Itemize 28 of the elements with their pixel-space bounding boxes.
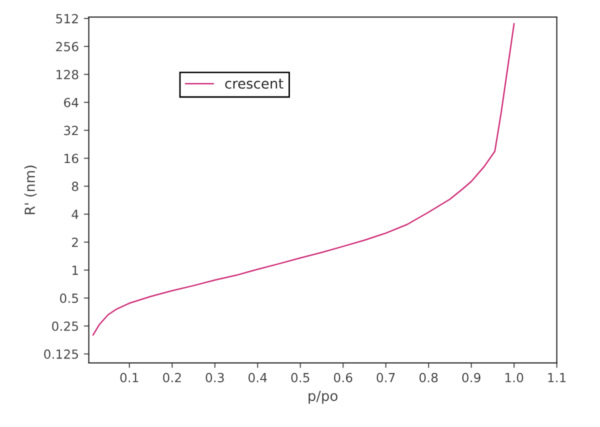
y-tick-label: 1: [72, 266, 78, 275]
y-tick-label: 16: [64, 154, 78, 164]
x-tick-label: 0.7: [376, 372, 395, 382]
x-tick-label: 1.1: [548, 373, 566, 382]
x-tick-label: 0.3: [206, 372, 224, 382]
y-tick-label: 4: [72, 210, 78, 219]
x-tick-label: 0.8: [419, 372, 438, 382]
y-tick-label: 64: [64, 98, 78, 108]
x-tick-label: 0.1: [120, 372, 138, 382]
x-tick-label: 0.9: [462, 372, 480, 382]
line-series: [92, 22, 515, 336]
x-axis-title: p/po: [308, 390, 338, 404]
y-tick-label: 0.5: [60, 294, 78, 303]
y-tick-label: 0.25: [52, 321, 78, 331]
x-tick-label: 0.2: [163, 372, 181, 382]
y-tick-label: 32: [64, 126, 78, 136]
y-tick-label: 512: [56, 14, 78, 24]
x-tick-label: 1.0: [505, 372, 524, 382]
legend-label: crescent: [225, 78, 284, 89]
y-axis-title: R' (nm): [24, 166, 37, 214]
y-tick-label: 256: [56, 42, 78, 52]
y-tick-label: 2: [72, 238, 78, 247]
x-tick-label: 0.5: [291, 372, 310, 382]
y-tick-label: 0.125: [44, 349, 78, 359]
x-tick-label: 0.4: [248, 372, 267, 382]
y-tick-label: 8: [72, 182, 78, 192]
y-tick-label: 128: [56, 70, 78, 80]
x-tick-label: 0.6: [334, 372, 352, 382]
